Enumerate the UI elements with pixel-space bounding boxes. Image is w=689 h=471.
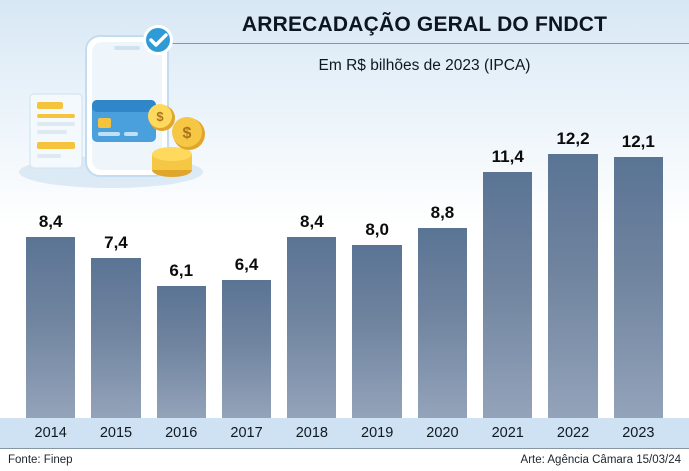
bar [156, 286, 206, 418]
check-badge-icon [143, 25, 173, 55]
bar [613, 157, 663, 418]
bar-value-label: 12,1 [621, 132, 655, 151]
bar-column: 11,4 [483, 147, 533, 418]
bar-value-label: 7,4 [104, 233, 128, 252]
x-axis-tick-label: 2016 [165, 425, 198, 441]
source-credit: Fonte: Finep [8, 454, 73, 466]
bar [287, 237, 337, 418]
bar-chart: 8,4 7,4 6,1 6,4 8,4 8,0 8,8 11,4 12,2 12,1 [0, 129, 689, 418]
x-axis-tick-label: 2019 [361, 425, 394, 441]
x-axis-tick-label: 2018 [295, 425, 328, 441]
chart-subtitle: Em R$ bilhões de 2023 (IPCA) [318, 57, 531, 74]
x-axis-tick-label: 2020 [426, 425, 459, 441]
bar-value-label: 12,2 [556, 129, 590, 148]
bar-column: 12,1 [613, 132, 663, 418]
bar-value-label: 8,4 [300, 212, 324, 231]
x-axis-tick-label: 2015 [99, 425, 133, 441]
coins-icon: $ $ [148, 104, 205, 177]
svg-text:$: $ [183, 125, 192, 142]
credit-card-icon [92, 100, 156, 142]
art-credit: Arte: Agência Câmara 15/03/24 [520, 454, 681, 466]
bar-column: 7,4 [91, 233, 141, 418]
title-divider [168, 43, 689, 44]
bar-value-label: 8,4 [38, 212, 63, 231]
x-axis-tick-label: 2014 [34, 425, 67, 441]
bar-value-label: 6,4 [234, 255, 259, 274]
bar [417, 228, 468, 418]
svg-text:$: $ [156, 109, 164, 124]
x-axis-tick-label: 2021 [491, 425, 524, 441]
x-axis-tick-label: 2023 [622, 425, 655, 441]
bar-column: 6,4 [221, 255, 272, 418]
bar-column: 12,2 [548, 129, 598, 418]
x-axis-labels: 2014 2015 2016 2017 2018 2019 2020 2021 2022 2023 [0, 418, 689, 448]
bar [352, 245, 402, 418]
bar [548, 154, 598, 418]
bar-column: 6,1 [156, 261, 206, 418]
bar [91, 258, 141, 418]
bar-column: 8,4 [26, 212, 76, 418]
x-axis-tick-label: 2017 [230, 425, 263, 441]
bar-column: 8,0 [352, 220, 402, 418]
page-title: ARRECADAÇÃO GERAL DO FNDCT [241, 13, 608, 36]
x-axis-tick-label: 2022 [556, 425, 590, 441]
fintech-illustration: $ $ [19, 25, 205, 188]
bar-value-label: 11,4 [491, 147, 524, 166]
bar [483, 172, 533, 418]
bar-value-label: 6,1 [169, 261, 194, 280]
x-axis-band: 2014 2015 2016 2017 2018 2019 2020 2021 2022 2023 [0, 418, 689, 448]
bar [221, 280, 272, 418]
bar-value-label: 8,0 [365, 220, 389, 239]
footer: Fonte: Finep Arte: Agência Câmara 15/03/… [0, 448, 689, 471]
bar-column: 8,8 [417, 203, 468, 418]
receipt-icon [29, 93, 83, 169]
bar-column: 8,4 [287, 212, 337, 418]
bar-value-label: 8,8 [430, 203, 455, 222]
bar [26, 237, 76, 418]
